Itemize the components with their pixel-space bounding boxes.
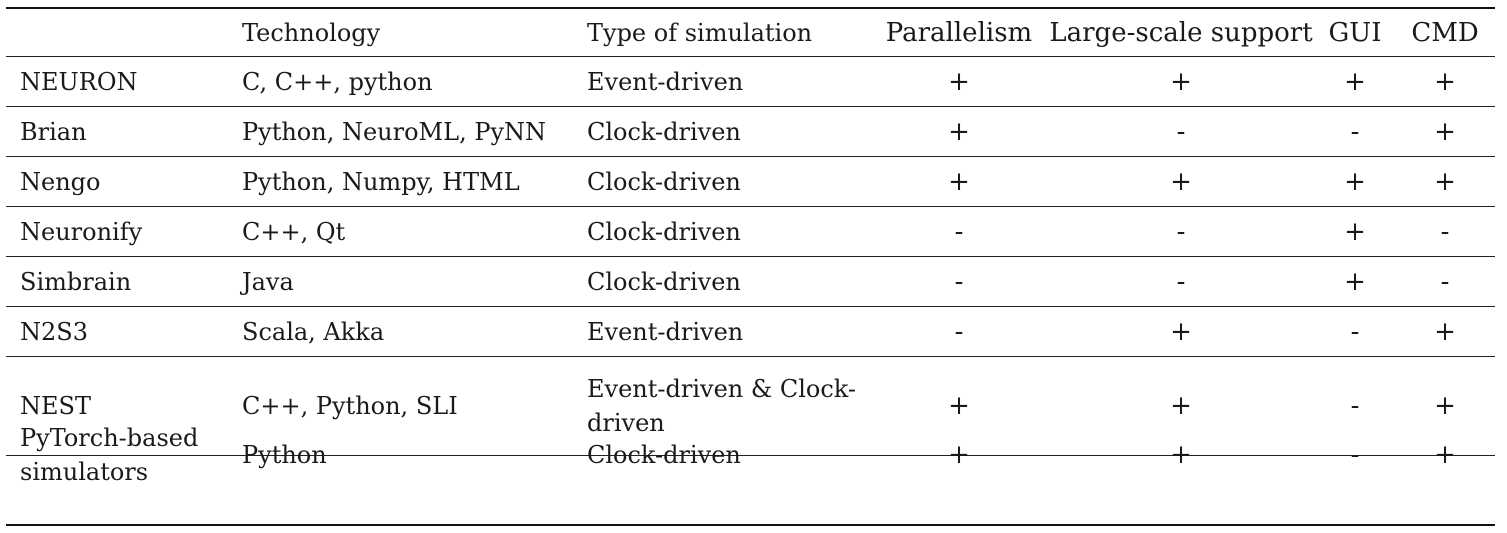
cell-simulation-type: Clock-driven [587, 267, 741, 296]
cell-large-scale-support: - [1176, 116, 1186, 147]
cell-cmd: + [1434, 390, 1456, 421]
header-parallelism: Parallelism [885, 17, 1033, 48]
cell-simulation-type: Clock-driven [587, 217, 741, 246]
table-row: NEURON C, C++, python Event-driven + + + + [6, 57, 1495, 107]
cell-gui: - [1350, 390, 1360, 421]
cell-gui: + [1344, 266, 1366, 297]
cell-parallelism: + [948, 116, 970, 147]
cell-technology: Python, NeuroML, PyNN [242, 117, 547, 146]
table-row: PyTorch-based simulators Python Clock-driv… [6, 424, 1495, 486]
cell-cmd: + [1434, 166, 1456, 197]
cell-cmd: - [1440, 266, 1450, 297]
cell-large-scale-support: - [1176, 266, 1186, 297]
cell-parallelism: - [954, 316, 964, 347]
header-gui: GUI [1328, 17, 1382, 48]
cell-gui: + [1344, 216, 1366, 247]
cell-simulator: N2S3 [20, 317, 88, 346]
cell-large-scale-support: - [1176, 216, 1186, 247]
cell-cmd: + [1434, 316, 1456, 347]
cell-parallelism: - [954, 216, 964, 247]
table-row: Simbrain Java Clock-driven - - + - [6, 257, 1495, 307]
table-header-row: Technology Type of simulation Parallelism L… [6, 9, 1495, 57]
table-bottom-rule [6, 524, 1495, 526]
table-top-rule [6, 7, 1495, 9]
cell-gui: + [1344, 166, 1366, 197]
table-row: Brian Python, NeuroML, PyNN Clock-driven + -… [6, 107, 1495, 157]
cell-large-scale-support: + [1170, 316, 1192, 347]
cell-technology: Python, Numpy, HTML [242, 167, 520, 196]
cell-simulator: NEURON [20, 67, 138, 96]
table-row: Nengo Python, Numpy, HTML Clock-driven + + + + [6, 157, 1495, 207]
cell-gui: - [1350, 116, 1360, 147]
cell-cmd: + [1434, 116, 1456, 147]
header-simulation-type: Type of simulation [587, 18, 813, 47]
cell-simulation-type: Clock-driven [587, 167, 741, 196]
cell-simulator: Simbrain [20, 267, 132, 296]
cell-gui: - [1350, 316, 1360, 347]
cell-technology: Java [242, 267, 294, 296]
cell-parallelism: + [948, 66, 970, 97]
cell-simulator: NEST [20, 391, 91, 420]
table-row: NEST C++, Python, SLI Event-driven & Clock… [6, 357, 1495, 454]
cell-simulator: Nengo [20, 167, 101, 196]
cell-large-scale-support: + [1170, 390, 1192, 421]
table-row: N2S3 Scala, Akka Event-driven - + - + [6, 307, 1495, 357]
header-large-scale-support: Large-scale support [1049, 17, 1313, 48]
cell-gui: + [1344, 66, 1366, 97]
cell-simulation-type: Event-driven [587, 67, 744, 96]
cell-parallelism: + [948, 166, 970, 197]
cell-large-scale-support: + [1170, 166, 1192, 197]
cell-large-scale-support: + [1170, 66, 1192, 97]
cell-cmd: + [1434, 66, 1456, 97]
header-cmd: CMD [1411, 17, 1479, 48]
cell-technology: C++, Python, SLI [242, 391, 458, 420]
cell-technology: C, C++, python [242, 67, 433, 96]
cell-parallelism: - [954, 266, 964, 297]
cell-technology: C++, Qt [242, 217, 346, 246]
cell-parallelism: + [948, 390, 970, 421]
cell-simulation-type: Event-driven [587, 317, 744, 346]
cell-simulator: Brian [20, 117, 87, 146]
cell-simulation-type: Event-driven & Clock-driven [587, 374, 857, 437]
header-simulator [20, 9, 230, 56]
cell-cmd: - [1440, 216, 1450, 247]
table-row: Neuronify C++, Qt Clock-driven - - + - [6, 207, 1495, 257]
cell-technology: Scala, Akka [242, 317, 385, 346]
cell-simulator: Neuronify [20, 217, 143, 246]
header-technology: Technology [242, 18, 381, 47]
cell-simulation-type: Clock-driven [587, 117, 741, 146]
